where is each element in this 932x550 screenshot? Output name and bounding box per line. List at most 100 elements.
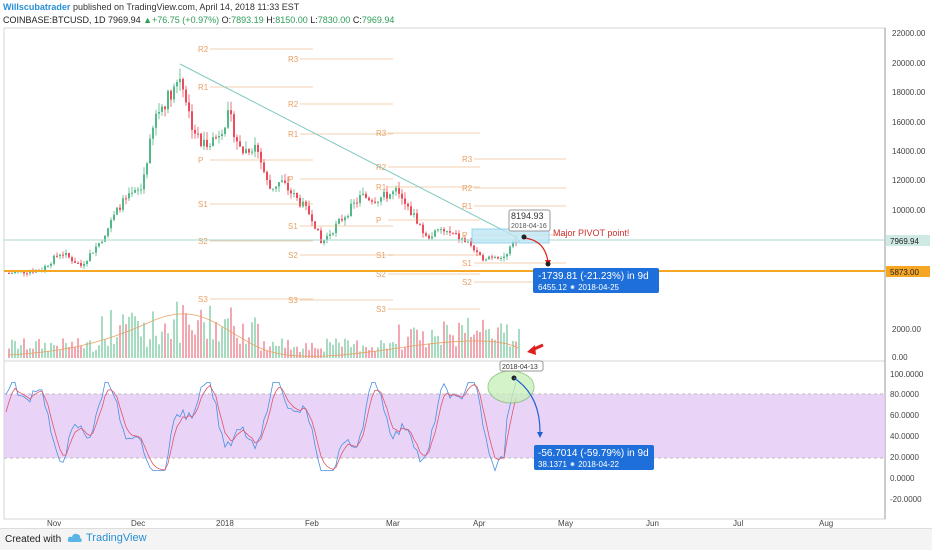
candle-body: [413, 213, 415, 215]
candle-body: [290, 190, 292, 194]
time-axis[interactable]: Nov Dec 2018 Feb Mar Apr May Jun Jul Aug: [47, 519, 833, 528]
candle-body: [395, 188, 397, 192]
pivot-label: S2: [288, 251, 298, 260]
pivot-label: S2: [198, 237, 208, 246]
candle-body: [248, 149, 250, 153]
volume-bar: [272, 341, 274, 358]
pivot-label: S1: [288, 222, 298, 231]
candle-body: [470, 241, 472, 246]
candle-body: [116, 207, 118, 215]
volume-bar: [215, 321, 217, 358]
candle-body: [404, 198, 406, 204]
volume-bar: [104, 339, 106, 358]
volume-bar: [77, 338, 79, 358]
candle-body: [380, 197, 382, 202]
volume-bar: [326, 338, 328, 358]
candle-body: [308, 205, 310, 215]
volume-bar: [455, 346, 457, 358]
candle-body: [293, 192, 295, 194]
candle-body: [374, 201, 376, 203]
chart-canvas[interactable]: R2 R1 P S1 S2 S3 R3 R2 R1 P S1 S2 S3 R3 R2 R1 P S1 S2 S3 R3 R…: [0, 0, 932, 528]
candle-body: [278, 182, 280, 187]
pivot-label: S2: [376, 270, 386, 279]
descending-trendline[interactable]: [179, 63, 519, 239]
candle-body: [125, 198, 127, 200]
candle-body: [224, 127, 226, 134]
volume-bar: [239, 343, 241, 358]
price-pane[interactable]: [3, 27, 886, 362]
candle-body: [428, 235, 430, 239]
volume-bar: [98, 345, 100, 358]
candle-body: [44, 265, 46, 271]
price-tick: 14000.00: [892, 147, 926, 156]
candle-body: [95, 246, 97, 253]
volume-bar: [359, 351, 361, 358]
volume-bar: [170, 338, 172, 358]
volume-bar: [74, 346, 76, 358]
volume-bar: [155, 335, 157, 358]
candle-body: [335, 223, 337, 234]
symbol-label: COINBASE:BTCUSD, 1D: [3, 15, 106, 25]
candle-body: [509, 246, 511, 254]
volume-bar: [308, 350, 310, 358]
drop-arrow: [523, 237, 549, 263]
volume-bar: [83, 348, 85, 358]
volume-bar: [395, 343, 397, 358]
published-text: published on TradingView.com, April 14, …: [72, 2, 300, 12]
candle-body: [332, 233, 334, 235]
volume-bar: [236, 337, 238, 358]
volume-bar: [314, 347, 316, 358]
candle-body: [128, 193, 130, 199]
volume-bar: [302, 348, 304, 358]
candle-body: [71, 257, 73, 262]
candle-body: [260, 151, 262, 163]
high-value: 8150.00: [275, 15, 308, 25]
volume-bar: [149, 339, 151, 358]
osc-date-text: 2018-04-13: [502, 364, 538, 371]
volume-bar: [275, 345, 277, 358]
candle-body: [512, 241, 514, 247]
volume-bar: [17, 348, 19, 358]
pivot-label: R1: [288, 130, 299, 139]
author-link[interactable]: Willscubatrader: [3, 2, 71, 12]
candle-body: [80, 263, 82, 266]
candle-body: [446, 231, 448, 233]
volume-bar: [329, 342, 331, 358]
volume-bar: [251, 322, 253, 358]
candle-body: [461, 238, 463, 240]
current-price-tag-text: 7969.94: [890, 237, 919, 246]
candle-body: [176, 82, 178, 87]
volume-bar: [137, 320, 139, 358]
candle-body: [233, 114, 235, 138]
candle-body: [401, 193, 403, 199]
volume-bar: [260, 350, 262, 358]
volume-bar: [278, 345, 280, 358]
candle-body: [368, 197, 370, 201]
start-point: [521, 234, 527, 240]
volume-bar: [146, 346, 148, 358]
price-axis[interactable]: 22000.00 20000.00 18000.00 16000.00 1400…: [892, 29, 926, 362]
candle-body: [104, 235, 106, 242]
current-price-tag: [886, 235, 930, 246]
high-label: H:: [266, 15, 276, 25]
volume-bar: [257, 323, 259, 358]
stochastic-band: [4, 394, 885, 458]
pivot-label: R3: [288, 55, 299, 64]
volume-bar: [212, 339, 214, 358]
pivot-levels: R2 R1 P S1 S2 S3 R3 R2 R1 P S1 S2 S3 R3 R2 R1 P S1 S2 S3 R3 R…: [198, 45, 566, 314]
time-tick: May: [558, 519, 573, 528]
volume-bar: [500, 323, 502, 358]
volume-bar: [494, 339, 496, 358]
osc-tick: -20.0000: [890, 495, 922, 504]
tradingview-logo[interactable]: TradingView: [67, 532, 147, 544]
volume-bar: [470, 336, 472, 358]
oscillator-axis[interactable]: 100.0000 80.0000 60.0000 40.0000 20.0000…: [890, 370, 924, 504]
publish-line: Willscubatrader published on TradingView…: [3, 2, 299, 12]
volume-bar: [167, 333, 169, 358]
candle-body: [386, 191, 388, 199]
volume-bar: [86, 342, 88, 358]
candle-body: [482, 255, 484, 261]
volume-bar: [59, 350, 61, 358]
support-price-tag: [886, 266, 930, 277]
candle-body: [26, 273, 28, 275]
